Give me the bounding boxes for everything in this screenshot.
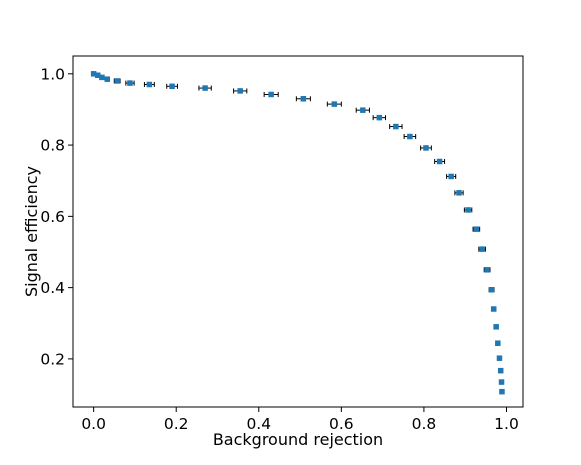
data-point — [446, 173, 457, 180]
data-point — [499, 388, 505, 395]
data-marker — [127, 80, 133, 86]
data-point — [490, 306, 497, 312]
data-marker — [499, 388, 505, 395]
data-point — [478, 246, 486, 252]
data-point — [488, 287, 495, 293]
data-point — [263, 91, 279, 98]
y-tick-label: 0.8 — [40, 137, 65, 155]
data-point — [493, 324, 499, 330]
data-point — [143, 81, 155, 88]
data-marker — [465, 207, 471, 213]
plot-area — [72, 55, 524, 408]
data-marker — [448, 173, 454, 180]
data-marker — [90, 71, 97, 77]
data-marker — [331, 101, 338, 107]
data-marker — [237, 88, 243, 94]
data-point — [496, 355, 503, 361]
data-point — [326, 101, 342, 107]
data-marker — [423, 145, 429, 151]
data-marker — [202, 85, 208, 91]
data-marker — [473, 226, 480, 232]
data-point — [498, 379, 505, 385]
data-point — [355, 107, 370, 113]
data-point — [233, 88, 248, 94]
y-tick-label: 0.4 — [40, 279, 65, 297]
data-marker — [496, 355, 503, 361]
data-marker — [114, 78, 120, 84]
data-marker — [498, 379, 505, 385]
data-marker — [99, 74, 105, 81]
data-point — [125, 80, 135, 86]
x-tick-label: 0.4 — [246, 415, 271, 433]
data-point — [372, 114, 387, 121]
data-point — [99, 74, 105, 81]
data-point — [90, 71, 97, 77]
data-marker — [495, 340, 501, 346]
data-point — [113, 78, 121, 84]
y-tick-label: 0.6 — [40, 208, 65, 226]
data-point — [454, 190, 464, 196]
x-tick-label: 0.0 — [81, 415, 106, 433]
data-marker — [407, 133, 413, 140]
data-marker — [104, 76, 111, 82]
data-point — [483, 267, 491, 273]
data-marker — [488, 287, 495, 293]
data-marker — [436, 158, 443, 165]
data-marker — [493, 324, 499, 330]
data-point — [434, 158, 446, 165]
x-axis: 0.0 0.2 0.4 0.6 0.8 1.0 — [81, 407, 519, 433]
data-marker — [169, 83, 175, 90]
x-tick-label: 0.2 — [164, 415, 189, 433]
data-marker — [456, 190, 462, 196]
data-marker — [376, 114, 383, 121]
data-point — [420, 145, 432, 151]
data-marker — [95, 72, 101, 78]
data-point — [389, 123, 403, 130]
data-marker — [497, 367, 504, 374]
data-point — [198, 85, 212, 91]
x-tick-label: 0.6 — [329, 415, 354, 433]
data-marker — [360, 107, 366, 113]
data-marker — [146, 81, 153, 88]
data-marker — [484, 267, 490, 273]
data-marker — [479, 246, 485, 252]
x-tick-label: 1.0 — [494, 415, 519, 433]
data-marker — [268, 91, 274, 98]
data-point — [403, 133, 417, 140]
axes-frame — [72, 55, 524, 408]
data-marker — [490, 306, 497, 312]
data-point — [497, 367, 504, 374]
x-axis-label: Background rejection — [213, 430, 383, 449]
y-tick-label: 1.0 — [40, 65, 65, 83]
y-tick-label: 0.2 — [40, 350, 65, 368]
data-point — [463, 207, 473, 213]
x-tick-label: 0.8 — [412, 415, 437, 433]
data-point — [95, 72, 101, 78]
data-point — [295, 96, 311, 102]
data-point — [472, 226, 481, 232]
y-axis: 0.2 0.4 0.6 0.8 1.0 — [40, 65, 73, 368]
data-point — [104, 76, 111, 82]
y-axis-label: Signal efficiency — [22, 166, 41, 297]
data-marker — [300, 96, 307, 102]
data-point — [166, 83, 178, 90]
data-marker — [393, 123, 399, 130]
data-point — [495, 340, 501, 346]
